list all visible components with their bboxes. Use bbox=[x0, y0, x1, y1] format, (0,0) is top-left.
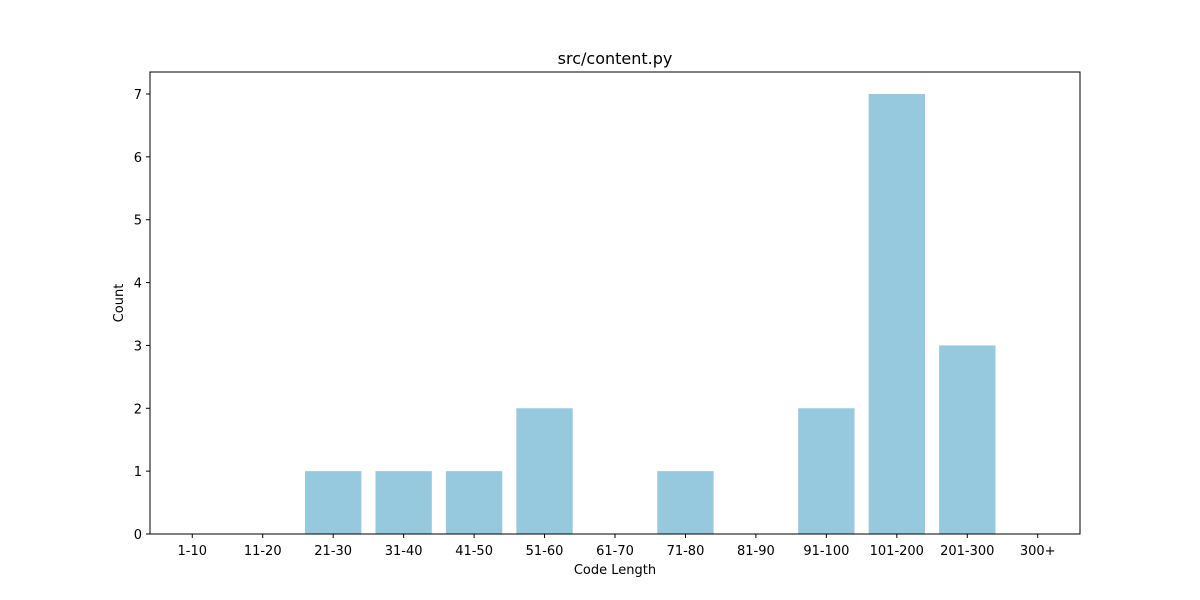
bar-21-30 bbox=[305, 471, 362, 534]
bars-group bbox=[305, 94, 996, 534]
x-tick-label: 31-40 bbox=[385, 544, 423, 559]
y-tick-label: 0 bbox=[134, 528, 142, 543]
bar-91-100 bbox=[798, 408, 855, 534]
chart-title: src/content.py bbox=[558, 49, 673, 68]
bar-51-60 bbox=[516, 408, 573, 534]
bar-31-40 bbox=[375, 471, 432, 534]
y-axis-ticks: 0 1 2 3 4 5 6 7 bbox=[134, 88, 150, 543]
y-tick-label: 4 bbox=[134, 277, 142, 292]
y-tick-label: 1 bbox=[134, 465, 142, 480]
plot-frame bbox=[149, 71, 1081, 535]
y-tick-label: 5 bbox=[134, 214, 142, 229]
x-tick-label: 21-30 bbox=[314, 544, 352, 559]
x-tick-label: 1-10 bbox=[178, 544, 208, 559]
x-tick-label: 51-60 bbox=[526, 544, 564, 559]
x-tick-label: 300+ bbox=[1020, 544, 1056, 559]
y-tick-label: 2 bbox=[134, 402, 142, 417]
x-tick-label: 101-200 bbox=[870, 544, 924, 559]
bar-41-50 bbox=[445, 471, 503, 534]
y-tick-label: 3 bbox=[134, 339, 142, 354]
x-axis-ticks: 1-10 11-20 21-30 31-40 41-50 51-60 61-70 71-80 8… bbox=[178, 534, 1056, 559]
y-axis-label: Count bbox=[112, 284, 127, 323]
y-tick-label: 7 bbox=[134, 88, 142, 103]
x-tick-label: 61-70 bbox=[596, 544, 634, 559]
x-tick-label: 11-20 bbox=[244, 544, 282, 559]
x-tick-label: 201-300 bbox=[940, 544, 994, 559]
x-tick-label: 41-50 bbox=[455, 544, 493, 559]
bar-71-80 bbox=[657, 471, 714, 534]
x-tick-label: 81-90 bbox=[737, 544, 775, 559]
x-axis-label: Code Length bbox=[574, 563, 656, 578]
y-tick-label: 6 bbox=[134, 151, 142, 166]
bar-101-200 bbox=[868, 94, 925, 534]
bar-201-300 bbox=[939, 345, 996, 534]
x-tick-label: 71-80 bbox=[667, 544, 705, 559]
x-tick-label: 91-100 bbox=[803, 544, 849, 559]
